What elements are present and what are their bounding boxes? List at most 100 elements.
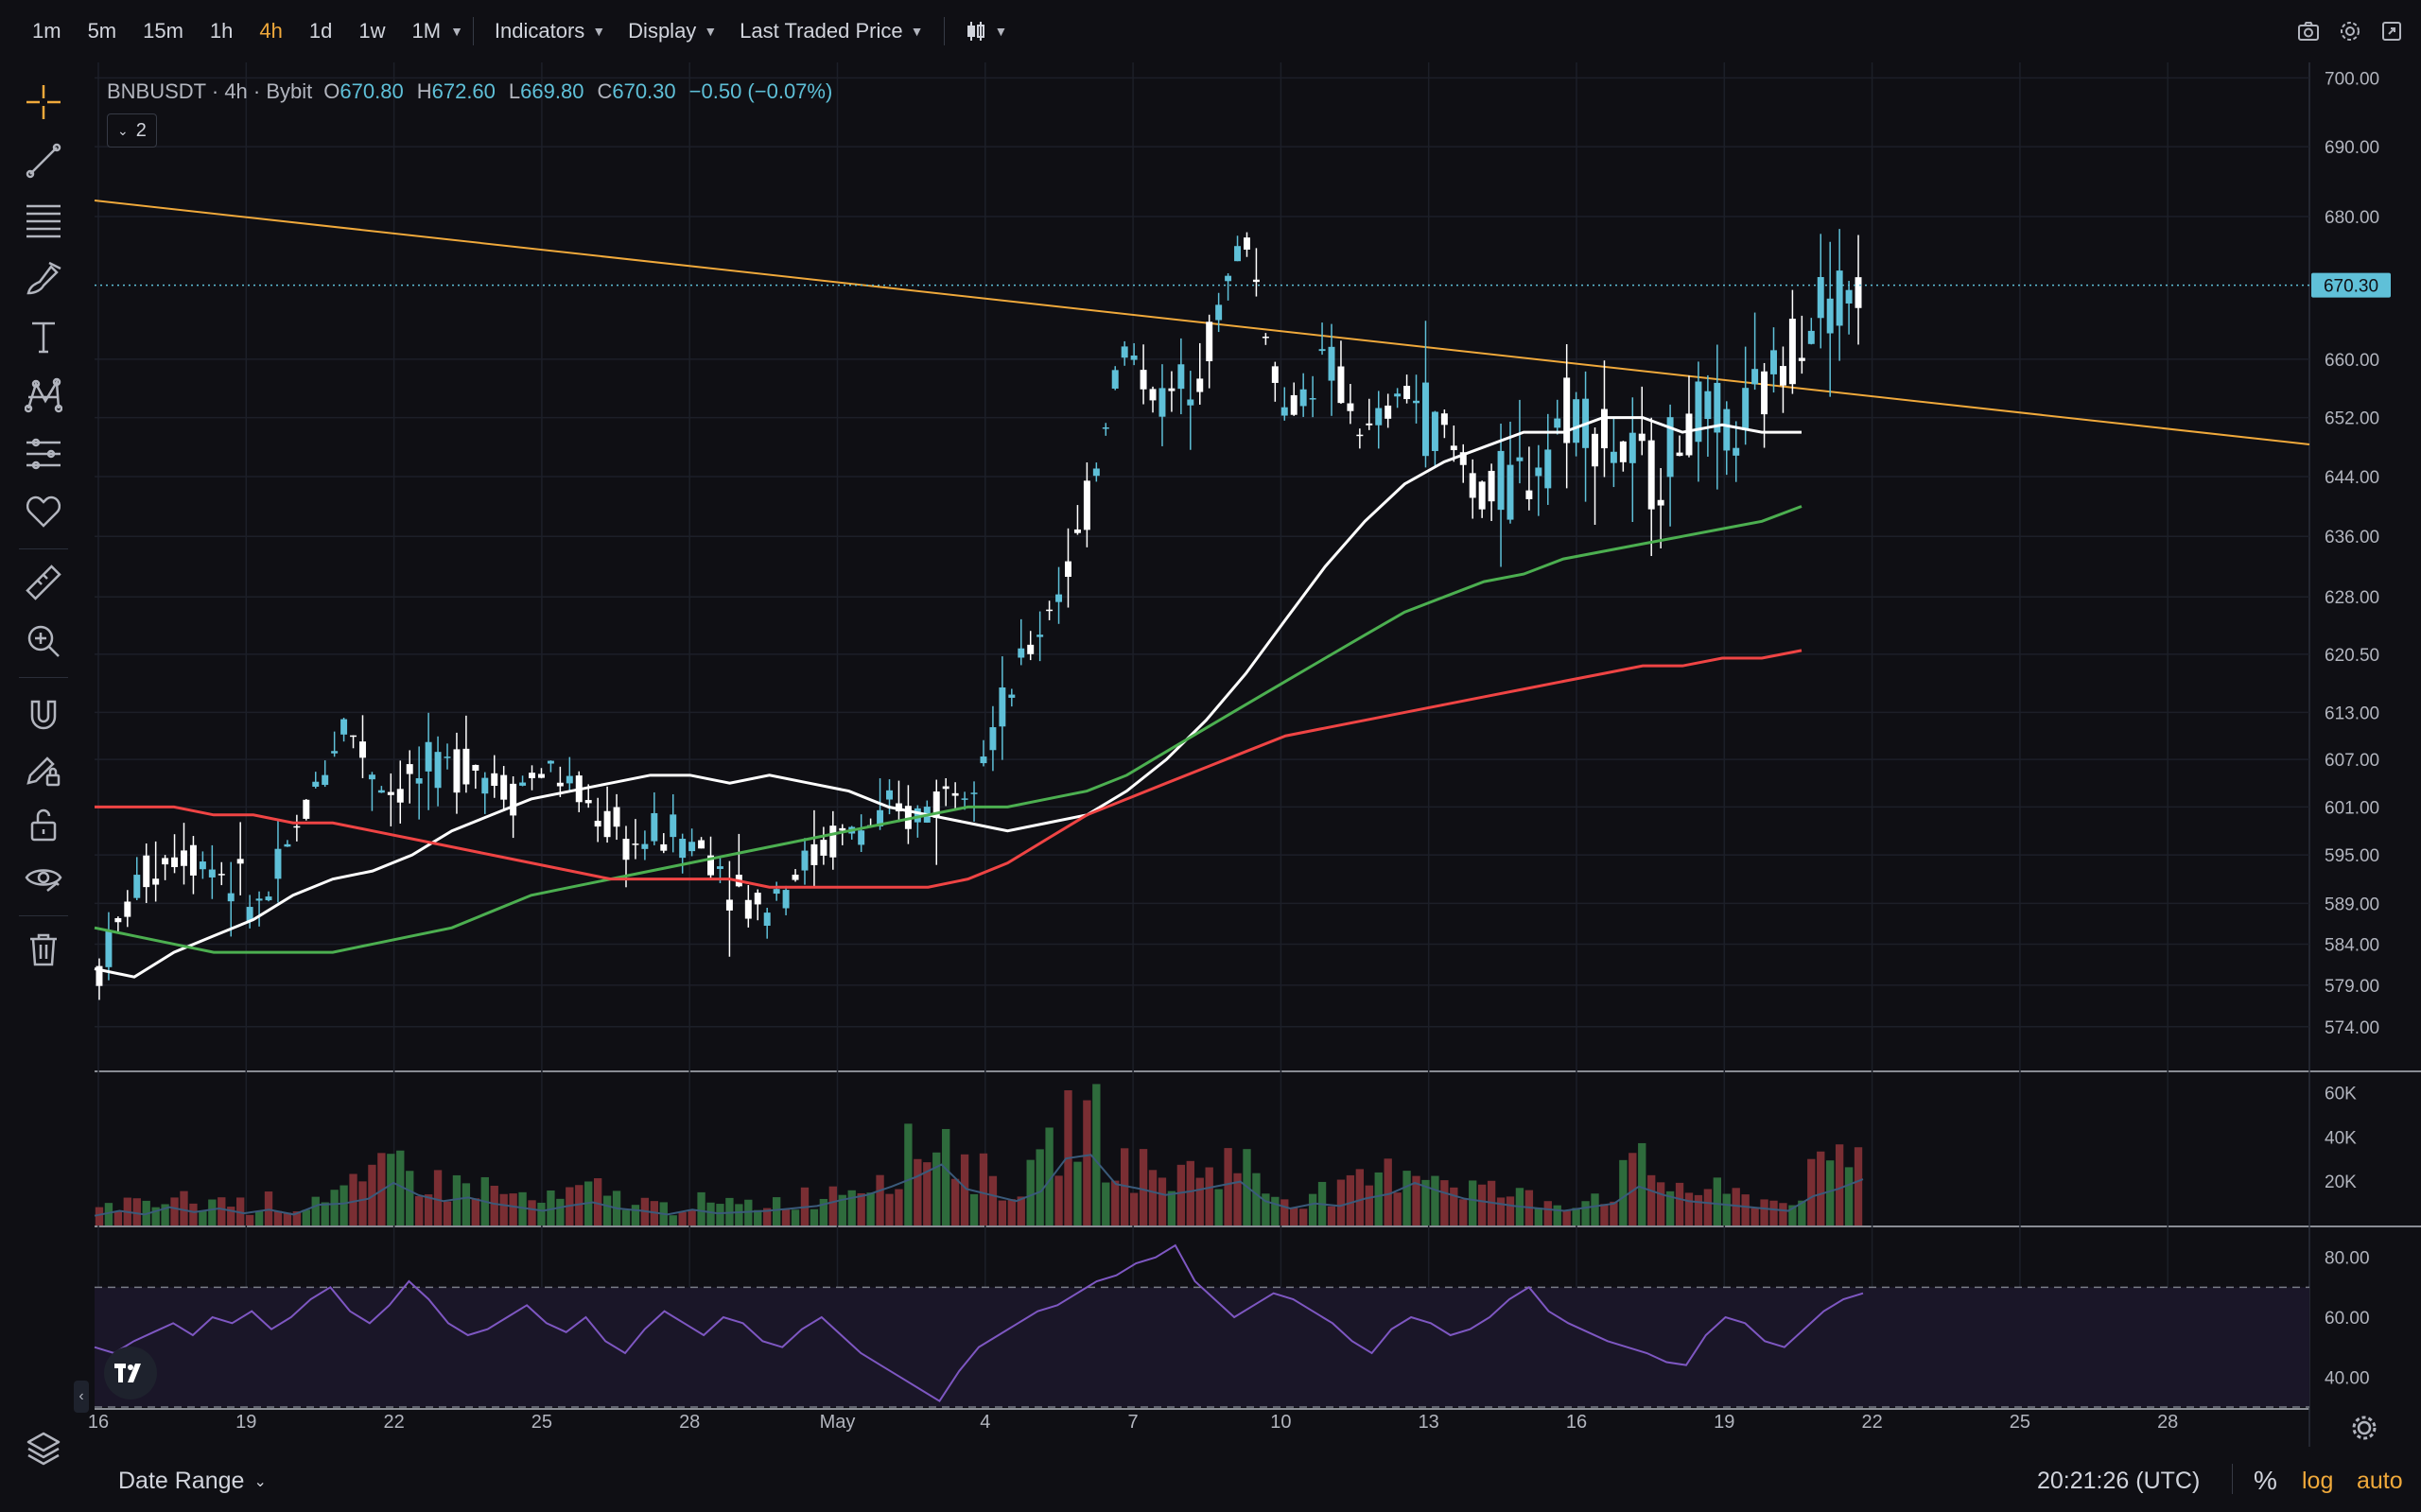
low-key: L bbox=[508, 79, 521, 103]
eye-icon[interactable] bbox=[21, 857, 66, 902]
volume-bar bbox=[170, 1197, 179, 1225]
volume-bars bbox=[95, 1084, 1863, 1225]
timeframe-1m[interactable]: 1m bbox=[32, 19, 61, 43]
display-menu[interactable]: Display ▼ bbox=[617, 19, 728, 43]
favorites-icon[interactable] bbox=[21, 490, 66, 535]
time-axis-label: 28 bbox=[2157, 1412, 2178, 1433]
volume-bar bbox=[227, 1207, 235, 1225]
timeframe-1M[interactable]: 1M bbox=[411, 19, 442, 43]
volume-bar bbox=[1092, 1084, 1101, 1225]
volume-bar bbox=[1346, 1174, 1355, 1225]
collapse-panel-chevron-left-icon[interactable]: ‹ bbox=[74, 1381, 89, 1413]
candlestick-series bbox=[96, 229, 1862, 1000]
close-value: C670.30 bbox=[597, 79, 675, 104]
chevron-down-icon: ⌄ bbox=[253, 1473, 267, 1490]
time-axis-label: 10 bbox=[1270, 1412, 1291, 1433]
lock-drawing-icon[interactable] bbox=[21, 747, 66, 792]
candle-body bbox=[1516, 457, 1524, 461]
high-key: H bbox=[416, 79, 432, 103]
candle-body bbox=[1158, 388, 1166, 417]
fib-lines-icon[interactable] bbox=[21, 197, 66, 242]
date-range-menu[interactable]: Date Range ⌄ bbox=[118, 1468, 267, 1495]
candle-body bbox=[181, 850, 187, 866]
timeframe-4h[interactable]: 4h bbox=[259, 19, 283, 43]
log-scale-toggle[interactable]: log bbox=[2302, 1468, 2334, 1494]
candle-body bbox=[698, 840, 705, 849]
trash-icon[interactable] bbox=[21, 927, 66, 972]
volume-bar bbox=[754, 1209, 762, 1225]
candle-body bbox=[1055, 594, 1063, 602]
chart-type-menu[interactable]: ▼ bbox=[954, 20, 1019, 43]
volume-bar bbox=[810, 1208, 819, 1225]
candle-body bbox=[1244, 237, 1250, 250]
candle-body bbox=[189, 844, 197, 876]
volume-bar bbox=[688, 1209, 696, 1225]
camera-icon[interactable] bbox=[2296, 19, 2321, 43]
auto-scale-toggle[interactable]: auto bbox=[2357, 1468, 2403, 1494]
candle-body bbox=[1375, 408, 1383, 426]
price-axis-label: 589.00 bbox=[2325, 895, 2379, 914]
timeframe-5m[interactable]: 5m bbox=[87, 19, 117, 43]
volume-bar bbox=[1741, 1194, 1750, 1225]
candle-body bbox=[1083, 480, 1090, 530]
volume-bar bbox=[1835, 1144, 1844, 1225]
candle-body bbox=[171, 857, 179, 868]
trendline-icon[interactable] bbox=[21, 138, 66, 183]
volume-bar bbox=[1355, 1169, 1365, 1225]
timeframe-1h[interactable]: 1h bbox=[209, 19, 234, 43]
volume-bar bbox=[1262, 1193, 1270, 1225]
time-axis-settings-icon[interactable] bbox=[2352, 1416, 2377, 1440]
candle-body bbox=[1234, 246, 1242, 262]
indicators-label: Indicators bbox=[494, 19, 585, 43]
forecast-icon[interactable] bbox=[21, 431, 66, 477]
layers-icon[interactable] bbox=[25, 1430, 62, 1468]
text-icon[interactable] bbox=[21, 314, 66, 359]
volume-bar bbox=[1412, 1175, 1420, 1225]
volume-bar bbox=[292, 1211, 302, 1225]
candle-body bbox=[1544, 449, 1552, 489]
volume-bar bbox=[1788, 1205, 1797, 1225]
timeframe-1w[interactable]: 1w bbox=[358, 19, 386, 43]
magnet-icon[interactable] bbox=[21, 692, 66, 738]
more-timeframes-chevron-down-icon[interactable]: ▼ bbox=[450, 24, 463, 39]
indicators-menu[interactable]: Indicators ▼ bbox=[483, 19, 617, 43]
indicators-collapse-button[interactable]: ⌄ 2 bbox=[107, 113, 157, 148]
timeframe-15m[interactable]: 15m bbox=[143, 19, 183, 43]
time-axis-label: 7 bbox=[1128, 1412, 1139, 1433]
volume-bar bbox=[556, 1198, 565, 1225]
candle-body bbox=[1008, 694, 1016, 698]
candle-body bbox=[444, 756, 451, 758]
candle-body bbox=[1290, 394, 1298, 415]
volume-bar bbox=[189, 1203, 198, 1225]
pattern-icon[interactable] bbox=[21, 373, 66, 418]
close-key: C bbox=[597, 79, 613, 103]
volume-bar bbox=[1205, 1167, 1213, 1225]
volume-bar bbox=[1121, 1148, 1129, 1225]
volume-bar bbox=[1139, 1149, 1148, 1225]
symbol-label[interactable]: BNBUSDT · 4h · Bybit bbox=[107, 79, 312, 104]
price-axis-label: 660.00 bbox=[2325, 351, 2379, 371]
volume-bar bbox=[95, 1207, 104, 1225]
zoom-in-icon[interactable] bbox=[21, 618, 66, 664]
volume-bar bbox=[1393, 1192, 1402, 1225]
crosshair-icon[interactable] bbox=[21, 79, 66, 125]
utc-clock[interactable]: 20:21:26 (UTC) bbox=[2037, 1468, 2201, 1494]
price-chart[interactable]: 16 19 22 25 28 May 4 7 10 13 16 19 22 25 28 700.00 690.0… bbox=[0, 0, 2421, 1447]
unlock-icon[interactable] bbox=[21, 802, 66, 847]
ruler-icon[interactable] bbox=[21, 560, 66, 605]
candle-body bbox=[1440, 413, 1448, 426]
candle-body bbox=[725, 899, 733, 911]
volume-bar bbox=[528, 1200, 536, 1225]
candle-body bbox=[1403, 385, 1411, 400]
volume-bar bbox=[1402, 1171, 1411, 1225]
timeframe-1d[interactable]: 1d bbox=[308, 19, 333, 43]
settings-icon[interactable] bbox=[2338, 19, 2362, 43]
price-source-menu[interactable]: Last Traded Price ▼ bbox=[728, 19, 934, 43]
candle-body bbox=[1761, 371, 1768, 415]
volume-axis-label: 40K bbox=[2325, 1128, 2357, 1148]
brush-icon[interactable] bbox=[21, 255, 66, 301]
candle-body bbox=[895, 803, 902, 812]
fullscreen-icon[interactable] bbox=[2379, 19, 2404, 43]
volume-bar bbox=[180, 1190, 188, 1225]
percent-scale-toggle[interactable]: % bbox=[2254, 1466, 2277, 1495]
